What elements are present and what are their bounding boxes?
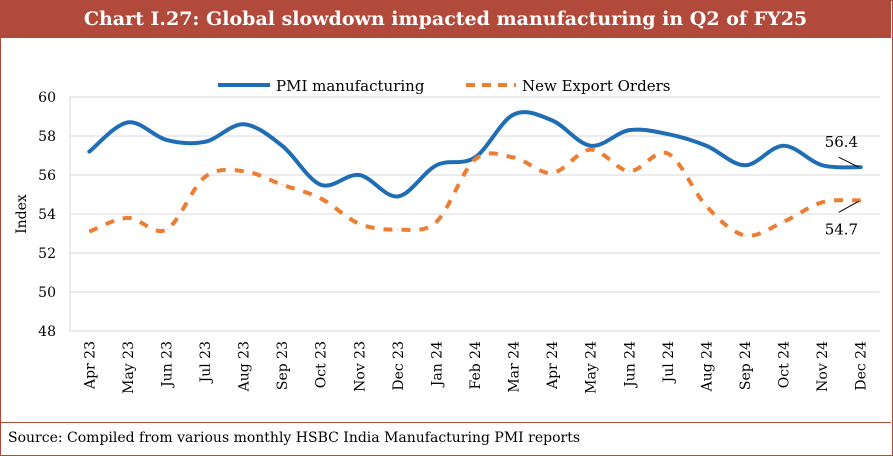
data-point [628, 129, 630, 131]
x-tick-label: Jul 23 [198, 341, 214, 384]
data-point [243, 170, 245, 172]
x-tick-label: Aug 24 [699, 341, 715, 392]
y-tick-label: 56 [38, 168, 56, 184]
data-point [551, 119, 553, 121]
data-point [320, 197, 322, 199]
y-tick-label: 52 [38, 246, 56, 262]
legend-label-export: New Export Orders [522, 77, 670, 95]
data-point [358, 174, 360, 176]
data-point [551, 172, 553, 174]
data-point [821, 164, 823, 166]
data-point [860, 166, 862, 168]
data-point [705, 205, 707, 207]
data-point [88, 151, 90, 153]
data-point [628, 170, 630, 172]
data-point [204, 176, 206, 178]
x-tick-label: Sep 23 [275, 341, 291, 390]
x-tick-label: Dec 23 [391, 341, 407, 391]
data-point [281, 184, 283, 186]
x-tick-label: Jun 23 [159, 341, 175, 389]
data-point [860, 199, 862, 201]
x-tick-label: May 23 [121, 341, 137, 394]
x-tick-label: Apr 24 [545, 341, 561, 390]
data-point [397, 229, 399, 231]
data-point [281, 145, 283, 147]
y-tick-label: 54 [38, 207, 56, 223]
data-point [358, 223, 360, 225]
x-tick-label: Jul 24 [661, 341, 677, 384]
data-point [320, 184, 322, 186]
line-chart: 48 50 52 54 56 58 60 Index Apr 23 May 23 Jun 23 Jul… [14, 77, 880, 394]
x-tick-label: Jun 24 [622, 341, 638, 389]
x-tick-label: Mar 24 [507, 341, 523, 393]
data-point [435, 221, 437, 223]
data-point [165, 229, 167, 231]
data-point [127, 217, 129, 219]
data-point [397, 195, 399, 197]
data-point [243, 123, 245, 125]
y-axis-title: Index [14, 194, 30, 234]
x-tick-label: Jan 24 [429, 341, 445, 388]
y-tick-label: 60 [38, 90, 56, 106]
y-tick-label: 50 [38, 285, 56, 301]
x-tick-label: Dec 24 [854, 341, 870, 391]
y-tick-label: 48 [38, 324, 56, 340]
annotation-leader [838, 156, 859, 168]
data-point [127, 121, 129, 123]
x-tick-label: Nov 23 [352, 341, 368, 392]
data-point [165, 139, 167, 141]
x-tick-label: Apr 23 [82, 341, 98, 390]
data-point [513, 114, 515, 116]
source-note: Source: Compiled from various monthly HS… [0, 422, 891, 454]
x-tick-label: Nov 24 [815, 341, 831, 392]
data-point [744, 164, 746, 166]
chart-title: Chart I.27: Global slowdown impacted man… [0, 0, 891, 38]
x-tick-label: Oct 24 [777, 341, 793, 388]
data-point [783, 145, 785, 147]
legend-label-pmi: PMI manufacturing [276, 77, 425, 95]
x-tick-label: Aug 23 [237, 341, 253, 392]
series-line-export-orders [88, 147, 861, 238]
data-point [705, 145, 707, 147]
data-point [88, 231, 90, 233]
series-line-pmi [87, 110, 863, 199]
annotation-export-last: 54.7 [825, 220, 858, 238]
data-point [821, 201, 823, 203]
data-point [744, 234, 746, 236]
x-tick-label: Oct 23 [314, 341, 330, 388]
data-point [204, 141, 206, 143]
data-point [474, 158, 476, 160]
data-point [667, 153, 669, 155]
data-point [783, 221, 785, 223]
annotation-leader [838, 200, 859, 213]
data-point [590, 149, 592, 151]
annotation-pmi-last: 56.4 [825, 133, 858, 151]
y-tick-label: 58 [38, 129, 56, 145]
x-tick-label: May 24 [584, 341, 600, 394]
x-tick-label: Feb 24 [468, 341, 484, 390]
x-tick-label: Sep 24 [738, 341, 754, 390]
data-point [667, 133, 669, 135]
data-point [435, 164, 437, 166]
data-point [590, 145, 592, 147]
data-point [513, 156, 515, 158]
